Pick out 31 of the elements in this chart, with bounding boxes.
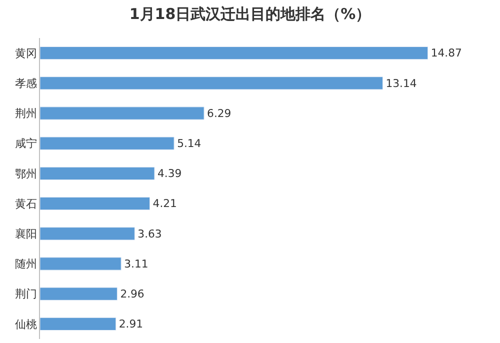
- data-label: 4.39: [158, 167, 182, 180]
- data-label: 3.11: [124, 257, 148, 270]
- bar: [40, 46, 428, 60]
- y-tick-label: 襄阳: [14, 228, 37, 240]
- y-tick-label: 鄂州: [14, 167, 37, 180]
- data-label: 13.14: [386, 76, 417, 90]
- bar: [40, 76, 383, 90]
- bar: [40, 287, 118, 300]
- data-label: 2.96: [120, 287, 144, 300]
- bar: [40, 166, 155, 180]
- y-tick-label: 黄冈: [14, 46, 37, 60]
- data-label: 4.21: [152, 197, 177, 210]
- bar: [40, 227, 135, 240]
- bar: [40, 317, 116, 331]
- data-label: 5.14: [177, 136, 202, 150]
- y-tick-label: 孝感: [14, 77, 37, 90]
- y-tick-label: 仙桃: [14, 318, 37, 331]
- bar: [40, 106, 204, 120]
- chart-title: 1月18日武汉迁出目的地排名（%）: [129, 5, 371, 24]
- bar: [40, 136, 174, 150]
- bar: [40, 196, 150, 210]
- y-tick-label: 荆州: [14, 107, 37, 120]
- bar: [40, 257, 122, 270]
- data-label: 2.91: [118, 318, 144, 331]
- data-label: 3.63: [138, 227, 162, 240]
- y-tick-label: 咸宁: [14, 137, 37, 150]
- y-tick-label: 黄石: [14, 197, 37, 210]
- data-label: 14.87: [430, 46, 462, 60]
- data-label: 6.29: [207, 106, 232, 120]
- y-tick-label: 随州: [14, 258, 37, 271]
- y-tick-label: 荆门: [14, 288, 37, 301]
